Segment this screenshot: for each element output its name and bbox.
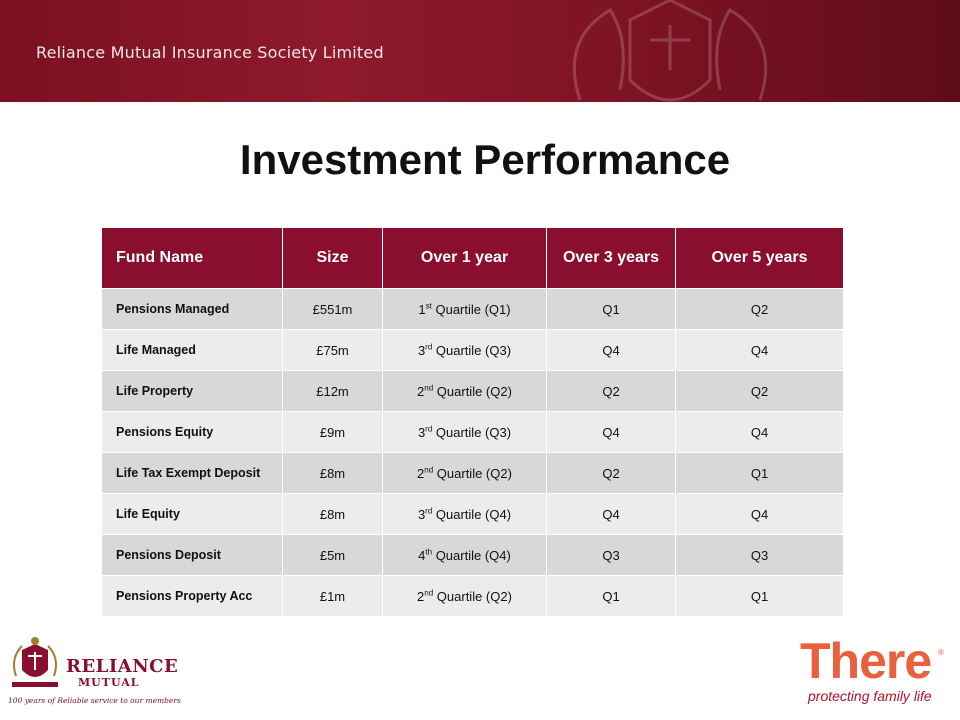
fund-name-cell: Pensions Managed: [101, 288, 283, 330]
over-1-year-cell: 2nd Quartile (Q2): [382, 575, 547, 617]
column-header: Fund Name: [101, 227, 283, 289]
size-cell: £8m: [282, 452, 383, 494]
over-5-years-cell: Q1: [675, 452, 844, 494]
table-row: Pensions Managed £551m 1st Quartile (Q1) Q1…: [101, 288, 844, 330]
quartile-text: Quartile (Q4): [432, 506, 512, 522]
over-5-years-cell: Q2: [675, 370, 844, 412]
quartile-text: Quartile (Q4): [432, 547, 511, 563]
quartile-number: 3: [417, 342, 426, 358]
there-logo: There ® protecting family life: [800, 633, 950, 716]
table-header-row: Fund Name Size Over 1 year Over 3 years …: [101, 227, 844, 289]
table-row: Pensions Property Acc £1m 2nd Quartile (Q2…: [101, 575, 844, 617]
ordinal-suffix: st: [425, 301, 432, 311]
column-header: Over 3 years: [546, 227, 676, 289]
size-cell: £9m: [282, 411, 383, 453]
over-5-years-cell: Q4: [675, 493, 844, 535]
table-row: Life Managed £75m 3rd Quartile (Q3) Q4 Q4: [101, 329, 844, 371]
reliance-tagline: 100 years of Reliable service to our mem…: [8, 696, 181, 705]
quartile-text: Quartile (Q1): [431, 301, 511, 317]
over-3-years-cell: Q3: [546, 534, 676, 576]
size-cell: £8m: [282, 493, 383, 535]
over-1-year-cell: 2nd Quartile (Q2): [382, 370, 547, 412]
quartile-number: 2: [417, 588, 425, 604]
quartile-text: Quartile (Q3): [432, 424, 512, 440]
column-header: Over 1 year: [382, 227, 547, 289]
quartile-number: 3: [417, 506, 426, 522]
quartile-number: 1: [418, 301, 426, 317]
mutual-wordmark: MUTUAL: [78, 676, 140, 689]
over-3-years-cell: Q1: [546, 288, 676, 330]
there-wordmark: There: [800, 633, 932, 689]
header-banner: Reliance Mutual Insurance Society Limite…: [0, 0, 960, 102]
page-title: Investment Performance: [239, 136, 731, 183]
over-5-years-cell: Q3: [675, 534, 844, 576]
fund-name-cell: Life Managed: [101, 329, 283, 371]
fund-name-cell: Life Property: [101, 370, 283, 412]
table-row: Life Property £12m 2nd Quartile (Q2) Q2 Q2: [101, 370, 844, 412]
quartile-text: Quartile (Q3): [432, 342, 512, 358]
over-5-years-cell: Q4: [675, 329, 844, 371]
size-cell: £12m: [282, 370, 383, 412]
size-cell: £5m: [282, 534, 383, 576]
ordinal-suffix: nd: [424, 383, 434, 393]
there-tagline: protecting family life: [808, 688, 932, 704]
table-row: Life Equity £8m 3rd Quartile (Q4) Q4 Q4: [101, 493, 844, 535]
over-1-year-cell: 3rd Quartile (Q4): [382, 493, 547, 535]
ordinal-suffix: nd: [424, 465, 434, 475]
quartile-number: 4: [418, 547, 426, 563]
column-header: Over 5 years: [675, 227, 844, 289]
registered-mark: ®: [938, 648, 944, 657]
over-1-year-cell: 1st Quartile (Q1): [382, 288, 547, 330]
quartile-text: Quartile (Q2): [433, 383, 512, 399]
over-5-years-cell: Q4: [675, 411, 844, 453]
fund-name-cell: Pensions Equity: [101, 411, 283, 453]
over-5-years-cell: Q1: [675, 575, 844, 617]
reliance-crest-icon: [12, 637, 58, 687]
ordinal-suffix: th: [425, 547, 433, 557]
ordinal-suffix: rd: [425, 506, 433, 516]
ordinal-suffix: rd: [425, 342, 433, 352]
over-3-years-cell: Q2: [546, 452, 676, 494]
reliance-mutual-logo: RELIANCE MUTUAL 100 years of Reliable se…: [8, 636, 181, 716]
size-cell: £75m: [282, 329, 383, 371]
over-1-year-cell: 2nd Quartile (Q2): [382, 452, 547, 494]
column-header: Size: [282, 227, 383, 289]
over-1-year-cell: 4th Quartile (Q4): [382, 534, 547, 576]
over-3-years-cell: Q4: [546, 411, 676, 453]
table-row: Pensions Deposit £5m 4th Quartile (Q4) Q3 Q3: [101, 534, 844, 576]
crest-watermark-icon: [572, 0, 768, 102]
size-cell: £551m: [282, 288, 383, 330]
quartile-text: Quartile (Q2): [433, 588, 512, 604]
over-1-year-cell: 3rd Quartile (Q3): [382, 411, 547, 453]
over-5-years-cell: Q2: [675, 288, 844, 330]
over-3-years-cell: Q1: [546, 575, 676, 617]
quartile-number: 2: [417, 465, 425, 481]
fund-name-cell: Pensions Property Acc: [101, 575, 283, 617]
fund-name-cell: Pensions Deposit: [101, 534, 283, 576]
over-3-years-cell: Q4: [546, 493, 676, 535]
fund-name-cell: Life Tax Exempt Deposit: [101, 452, 283, 494]
over-3-years-cell: Q4: [546, 329, 676, 371]
ordinal-suffix: rd: [425, 424, 433, 434]
table-row: Pensions Equity £9m 3rd Quartile (Q3) Q4 Q4: [101, 411, 844, 453]
size-cell: £1m: [282, 575, 383, 617]
over-3-years-cell: Q2: [546, 370, 676, 412]
quartile-number: 2: [417, 383, 425, 399]
ordinal-suffix: nd: [424, 588, 434, 598]
reliance-wordmark: RELIANCE: [66, 656, 179, 677]
org-name: Reliance Mutual Insurance Society Limite…: [36, 43, 384, 62]
quartile-number: 3: [417, 424, 426, 440]
quartile-text: Quartile (Q2): [433, 465, 512, 481]
fund-name-cell: Life Equity: [101, 493, 283, 535]
performance-table: Fund Name Size Over 1 year Over 3 years …: [101, 227, 844, 617]
over-1-year-cell: 3rd Quartile (Q3): [382, 329, 547, 371]
table-row: Life Tax Exempt Deposit £8m 2nd Quartile (…: [101, 452, 844, 494]
